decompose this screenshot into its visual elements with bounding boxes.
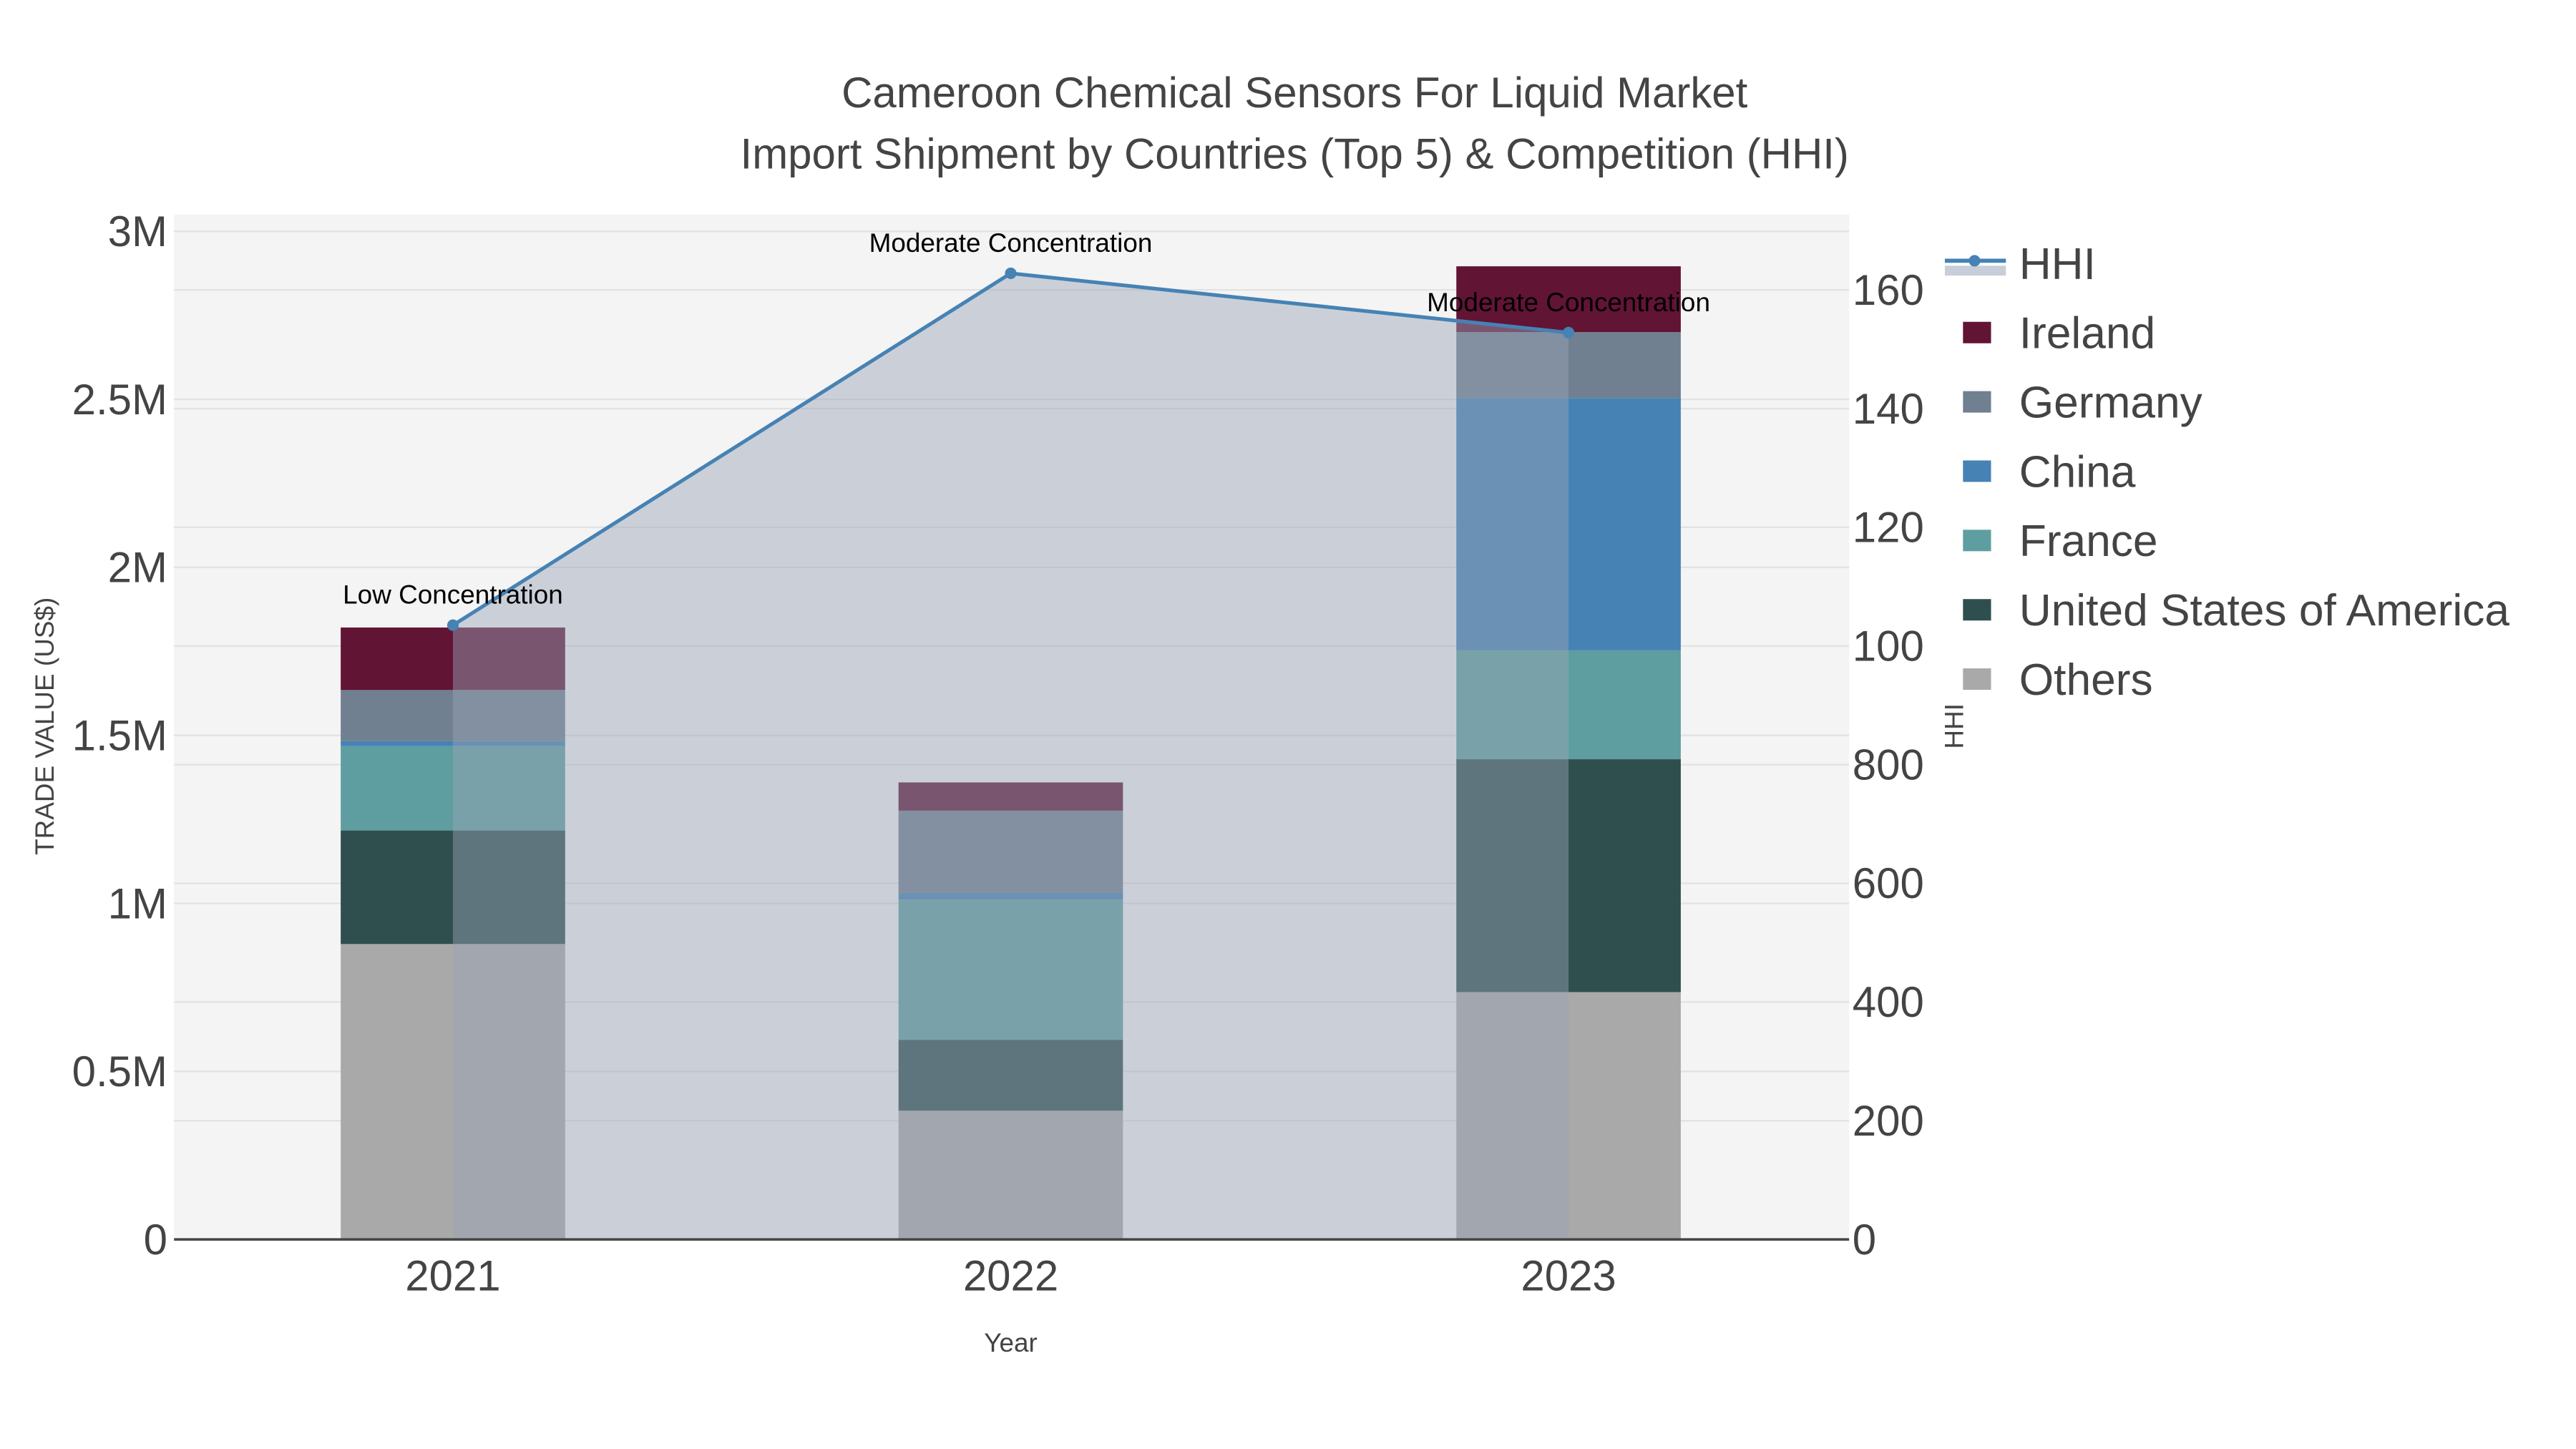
- bar-others-2023[interactable]: [1456, 992, 1681, 1240]
- x-tick-label: 2021: [405, 1252, 500, 1300]
- bar-china-2022[interactable]: [898, 892, 1123, 900]
- y2-tick-label: 100: [1853, 623, 1924, 670]
- x-axis-ticks: 2021 2022 2023: [405, 1252, 1616, 1300]
- y-axis-ticks: 0 0.5M 1M 1.5M 2M 2.5M 3M: [72, 208, 167, 1264]
- legend-label: Others: [2019, 655, 2153, 705]
- hhi-area: [447, 267, 1575, 1240]
- bar-united-states-of-america-2021[interactable]: [341, 830, 565, 945]
- y-tick-label: 1M: [108, 879, 167, 927]
- y-tick-label: 3M: [108, 208, 167, 255]
- bar-germany-2022[interactable]: [898, 810, 1123, 893]
- y2-tick-label: 200: [1853, 1097, 1924, 1145]
- y-tick-label: 2M: [108, 544, 167, 592]
- y2-tick-label: 800: [1853, 741, 1924, 789]
- bar-united-states-of-america-2022[interactable]: [898, 1040, 1123, 1111]
- y2-tick-label: 140: [1853, 385, 1924, 433]
- bar-ireland-2022[interactable]: [898, 782, 1123, 811]
- y2-axis-title: HHI: [1939, 703, 1968, 749]
- hhi-fill: [452, 273, 1569, 1240]
- y2-tick-label: 160: [1853, 266, 1924, 314]
- hhi-annotation: Moderate Concentration: [1427, 288, 1710, 317]
- hhi-point[interactable]: [447, 619, 459, 631]
- y-tick-label: 1.5M: [72, 711, 167, 759]
- chart-title-line2: Import Shipment by Countries (Top 5) & C…: [741, 130, 1849, 177]
- legend-swatch-icon: [1963, 668, 1991, 691]
- legend: HHI Ireland Germany China France United State…: [1944, 240, 2509, 705]
- legend-item-france[interactable]: France: [1963, 517, 2158, 566]
- y2-tick-label: 400: [1853, 978, 1924, 1026]
- legend-swatch-icon: [1963, 530, 1991, 552]
- hhi-legend-marker-icon: [1968, 255, 1981, 267]
- legend-item-united-states-of-america[interactable]: United States of America: [1963, 586, 2509, 635]
- legend-item-others[interactable]: Others: [1963, 655, 2153, 705]
- bar-others-2021[interactable]: [341, 944, 565, 1240]
- x-tick-label: 2022: [963, 1252, 1058, 1300]
- bar-germany-2021[interactable]: [341, 690, 565, 741]
- legend-label: United States of America: [2019, 586, 2510, 635]
- legend-label: France: [2019, 517, 2158, 566]
- legend-swatch-icon: [1963, 599, 1991, 621]
- bar-others-2022[interactable]: [898, 1111, 1123, 1240]
- bar-united-states-of-america-2023[interactable]: [1456, 759, 1681, 992]
- chart-title-line1: Cameroon Chemical Sensors For Liquid Mar…: [841, 69, 1748, 117]
- legend-label: China: [2019, 447, 2136, 497]
- bars: [341, 266, 1681, 1240]
- x-tick-label: 2023: [1521, 1252, 1616, 1300]
- legend-item-germany[interactable]: Germany: [1963, 379, 2203, 428]
- legend-swatch-icon: [1963, 391, 1991, 413]
- y2-tick-label: 600: [1853, 859, 1924, 907]
- y2-tick-label: 0: [1853, 1216, 1876, 1264]
- bar-france-2023[interactable]: [1456, 650, 1681, 760]
- legend-swatch-icon: [1963, 321, 1991, 343]
- legend-label: HHI: [2019, 240, 2096, 289]
- hhi-annotation: Low Concentration: [343, 580, 563, 610]
- x-axis-title: Year: [984, 1328, 1038, 1357]
- legend-swatch-icon: [1963, 460, 1991, 482]
- bar-germany-2023[interactable]: [1456, 332, 1681, 399]
- bar-france-2021[interactable]: [341, 746, 565, 831]
- legend-item-ireland[interactable]: Ireland: [1963, 309, 2155, 358]
- legend-item-china[interactable]: China: [1963, 447, 2136, 497]
- y-tick-label: 0: [144, 1216, 167, 1264]
- legend-item-hhi[interactable]: HHI: [1944, 240, 2096, 289]
- bar-france-2022[interactable]: [898, 899, 1123, 1040]
- hhi-point[interactable]: [1005, 267, 1017, 280]
- hhi-legend-fill-icon: [1944, 265, 2006, 276]
- bar-china-2023[interactable]: [1456, 398, 1681, 650]
- y-axis-title: TRADE VALUE (US$): [30, 597, 59, 855]
- y-tick-label: 0.5M: [72, 1048, 167, 1096]
- y2-axis-ticks: 0 200 400 600 800 100 120 140 160: [1853, 266, 1924, 1264]
- y2-tick-label: 120: [1853, 504, 1924, 552]
- legend-label: Germany: [2019, 379, 2203, 428]
- bar-ireland-2023[interactable]: [1456, 266, 1681, 333]
- hhi-annotation: Moderate Concentration: [869, 228, 1153, 258]
- hhi-point[interactable]: [1563, 326, 1575, 338]
- y-tick-label: 2.5M: [72, 376, 167, 424]
- annotations: Low Concentration Moderate Concentration M…: [343, 228, 1710, 610]
- legend-label: Ireland: [2019, 309, 2155, 358]
- bar-china-2021[interactable]: [341, 741, 565, 746]
- bar-ireland-2021[interactable]: [341, 627, 565, 691]
